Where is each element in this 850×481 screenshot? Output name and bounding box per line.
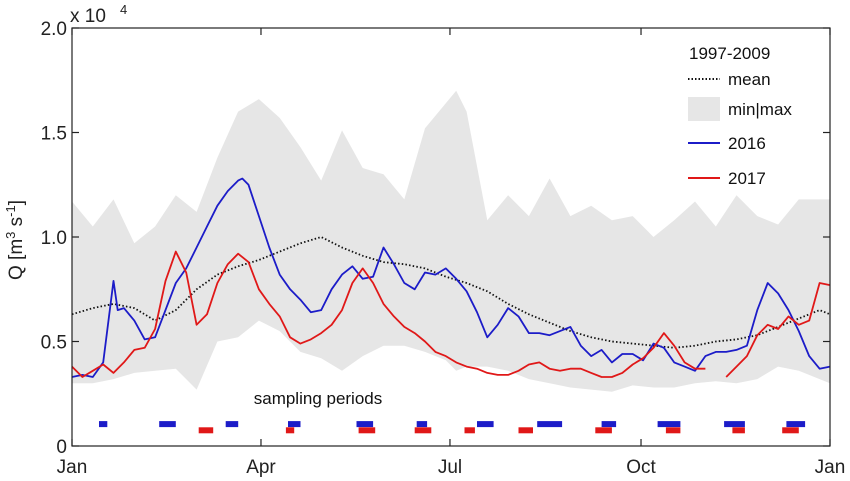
sampling-bar-2016-6 [416, 421, 428, 428]
sampling-periods-layer [99, 421, 806, 434]
y-axis-title: Q [m3 s-1] [3, 200, 27, 280]
svg-text:4: 4 [120, 2, 127, 17]
series-line-2016 [71, 177, 831, 378]
sampling-bar-2016-5 [356, 421, 374, 428]
y-tick-label: 1.0 [41, 228, 67, 249]
exponent-label: x 10 4 [70, 2, 127, 27]
sampling-bar-2016-11 [724, 421, 745, 428]
sampling-bar-2017-3 [358, 427, 376, 434]
legend-minmax-swatch [688, 97, 720, 121]
sampling-bar-2017-9 [732, 427, 745, 434]
sampling-bar-2016-12 [786, 421, 806, 428]
x-tick-label: Jul [438, 457, 462, 478]
y-tick-label: 2.0 [41, 19, 67, 40]
x-tick-label: Oct [626, 457, 656, 478]
legend: 1997-2009 mean min|max 2016 2017 [688, 44, 792, 188]
sampling-bar-2016-3 [225, 421, 239, 428]
legend-mean-label: mean [728, 70, 771, 89]
sampling-bar-2016-7 [477, 421, 494, 428]
sampling-bar-2016-8 [537, 421, 563, 428]
sampling-bar-2016-9 [601, 421, 617, 428]
legend-minmax-label: min|max [728, 100, 792, 119]
x-tick-label: Apr [246, 457, 276, 478]
legend-2017-label: 2017 [728, 169, 766, 188]
sampling-bar-2017-6 [518, 427, 533, 434]
y-tick-label: 0.5 [41, 333, 67, 354]
sampling-bar-2017-1 [198, 427, 214, 434]
legend-2016-label: 2016 [728, 134, 766, 153]
sampling-periods-label: sampling periods [254, 389, 383, 408]
sampling-bar-2017-8 [665, 427, 681, 434]
sampling-bar-2017-5 [464, 427, 475, 434]
sampling-bar-2016-10 [657, 421, 681, 428]
sampling-bar-2016-1 [99, 421, 108, 428]
series-line-2017 [71, 250, 831, 378]
sampling-bar-2017-7 [595, 427, 612, 434]
x-tick-label: Jan [815, 457, 846, 478]
y-tick-label: 0 [56, 437, 67, 458]
axes-layer: 0 0.5 1.0 1.5 2.0 Jan Apr Jul Oct Jan [41, 19, 846, 478]
sampling-bar-2017-4 [414, 427, 432, 434]
min-max-band-layer [72, 90, 830, 392]
sampling-bar-2016-2 [159, 421, 176, 428]
svg-text:x 10: x 10 [70, 6, 106, 27]
min-max-band [72, 90, 830, 392]
sampling-bar-2017-2 [285, 427, 295, 434]
sampling-bar-2016-4 [288, 421, 301, 428]
series-layer [71, 177, 831, 378]
x-tick-label: Jan [57, 457, 88, 478]
sampling-bar-2017-10 [782, 427, 799, 434]
y-tick-label: 1.5 [41, 124, 67, 145]
legend-title: 1997-2009 [689, 44, 770, 63]
